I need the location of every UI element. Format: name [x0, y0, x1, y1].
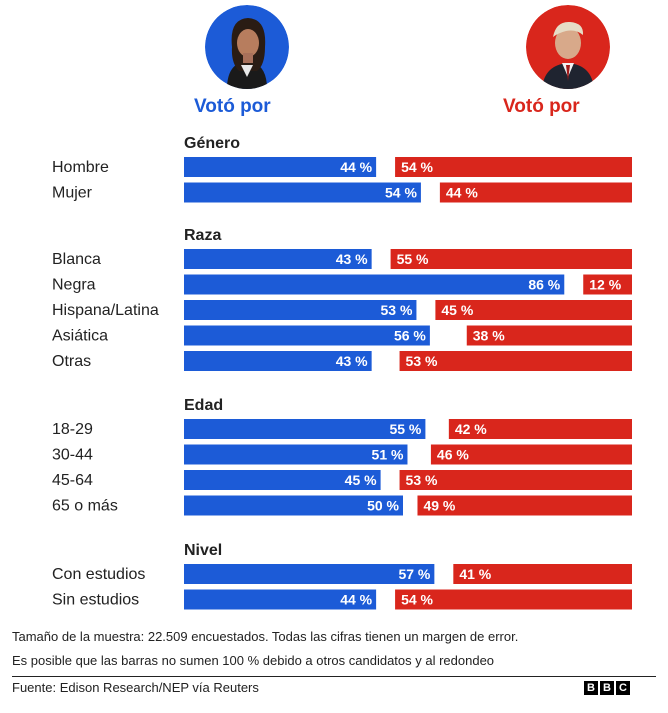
left-candidate-label: Votó por: [194, 96, 271, 117]
right-value-label: 41 %: [459, 566, 491, 582]
row-label: 18-29: [52, 421, 93, 438]
left-bar: [184, 589, 377, 610]
left-bar: [184, 470, 381, 490]
sample-size-note: Tamaño de la muestra: 22.509 encuestados…: [12, 629, 519, 644]
right-value-label: 53 %: [406, 472, 438, 488]
left-value-label: 43 %: [336, 251, 368, 267]
row-label: Blanca: [52, 251, 101, 268]
bbc-logo: B B C: [584, 681, 630, 695]
group-title: Edad: [184, 397, 223, 414]
right-bar: [439, 182, 632, 203]
row-label: 30-44: [52, 447, 93, 464]
right-value-label: 54 %: [401, 592, 433, 608]
bbc-logo-letter: B: [584, 681, 598, 695]
right-bar: [395, 589, 632, 610]
row-label: Hombre: [52, 159, 109, 176]
left-value-label: 43 %: [336, 353, 368, 369]
right-bar: [435, 300, 632, 320]
bbc-logo-letter: B: [600, 681, 614, 695]
right-bar: [466, 325, 632, 346]
group-title: Género: [184, 135, 240, 152]
left-value-label: 51 %: [372, 447, 404, 463]
left-value-label: 53 %: [381, 302, 413, 318]
vote-share-chart: Género Hombre 44 % 54 % Mujer 54 % 44 % Raza Bla…: [52, 135, 632, 610]
candidate-harris-portrait-icon: [205, 5, 289, 89]
bbc-logo-letter: C: [616, 681, 630, 695]
candidate-trump-portrait-icon: [526, 5, 610, 89]
row-label: 45-64: [52, 472, 93, 489]
right-bar: [430, 444, 632, 465]
left-value-label: 55 %: [389, 421, 421, 437]
source-note: Fuente: Edison Research/NEP vía Reuters: [12, 680, 259, 695]
row-label: Hispana/Latina: [52, 302, 159, 319]
right-bar: [395, 157, 632, 177]
right-bar: [399, 470, 632, 490]
right-value-label: 54 %: [401, 159, 433, 175]
right-value-label: 53 %: [406, 353, 438, 369]
row-label: Otras: [52, 353, 91, 370]
row-label: Negra: [52, 277, 96, 294]
group-title: Nivel: [184, 542, 222, 559]
right-value-label: 45 %: [441, 302, 473, 318]
left-bar: [184, 351, 372, 371]
left-value-label: 45 %: [345, 472, 377, 488]
right-bar: [583, 274, 632, 295]
rounding-note: Es posible que las barras no sumen 100 %…: [12, 653, 495, 668]
right-bar: [417, 495, 632, 516]
left-value-label: 86 %: [528, 277, 560, 293]
right-value-label: 49 %: [423, 498, 455, 514]
right-bar: [390, 249, 632, 269]
right-value-label: 44 %: [446, 185, 478, 201]
left-value-label: 56 %: [394, 328, 426, 344]
left-value-label: 54 %: [385, 185, 417, 201]
left-bar: [184, 300, 417, 320]
row-label: 65 o más: [52, 498, 118, 515]
footer-divider: [12, 676, 656, 677]
left-bar: [184, 157, 377, 177]
chart-header: Votó por Votó por: [0, 0, 668, 125]
row-label: Mujer: [52, 185, 93, 202]
left-bar: [184, 564, 435, 584]
left-bar: [184, 249, 372, 269]
left-bar: [184, 444, 408, 465]
right-bar: [448, 419, 632, 439]
right-value-label: 42 %: [455, 421, 487, 437]
row-label: Sin estudios: [52, 592, 139, 609]
left-bar: [184, 274, 565, 295]
right-value-label: 46 %: [437, 447, 469, 463]
left-value-label: 50 %: [367, 498, 399, 514]
right-value-label: 12 %: [589, 277, 621, 293]
left-value-label: 57 %: [398, 566, 430, 582]
left-value-label: 44 %: [340, 592, 372, 608]
left-bar: [184, 495, 403, 516]
right-value-label: 55 %: [397, 251, 429, 267]
left-value-label: 44 %: [340, 159, 372, 175]
row-label: Con estudios: [52, 566, 145, 583]
row-label: Asiática: [52, 328, 108, 345]
left-bar: [184, 182, 421, 203]
right-candidate-label: Votó por: [503, 96, 580, 117]
right-value-label: 38 %: [473, 328, 505, 344]
left-bar: [184, 325, 430, 346]
group-title: Raza: [184, 227, 221, 244]
right-bar: [399, 351, 632, 371]
right-bar: [453, 564, 632, 584]
left-bar: [184, 419, 426, 439]
